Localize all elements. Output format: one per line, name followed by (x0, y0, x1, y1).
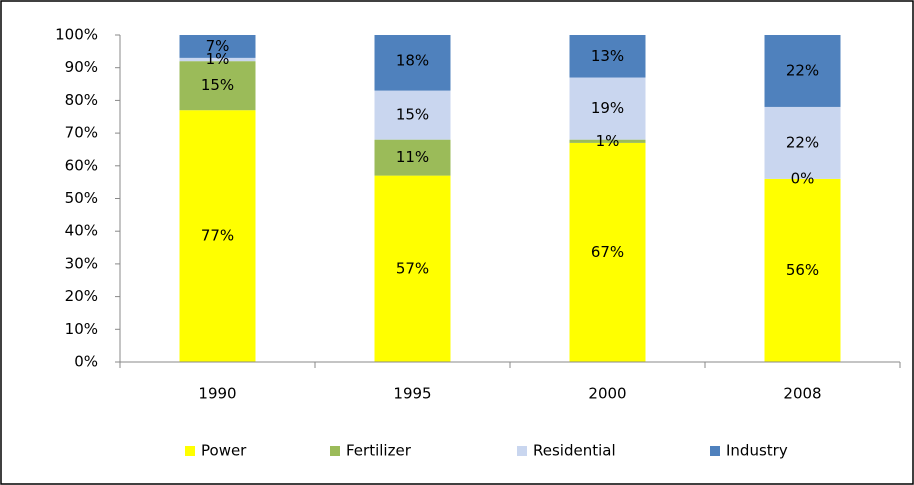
bar-segment (764, 106, 841, 179)
bar-segment (179, 57, 256, 62)
data-label: 22% (786, 133, 819, 151)
data-label: 1% (596, 132, 620, 150)
y-tick-label: 30% (65, 254, 98, 272)
data-label: 19% (591, 99, 624, 117)
data-label: 77% (201, 227, 234, 245)
bar-segment (179, 35, 256, 58)
legend-swatch (517, 446, 527, 456)
y-tick-label: 100% (55, 26, 98, 44)
bars (179, 35, 841, 362)
x-tick-label: 2008 (783, 385, 821, 403)
y-tick-label: 70% (65, 124, 98, 142)
y-tick-label: 10% (65, 320, 98, 338)
bar-segment (179, 110, 256, 362)
data-label: 67% (591, 243, 624, 261)
data-label: 56% (786, 261, 819, 279)
x-tick-label: 1990 (198, 385, 236, 403)
bar-segment (179, 61, 256, 111)
legend-label: Fertilizer (346, 442, 412, 460)
bar-segment (569, 35, 646, 78)
legend-swatch (710, 446, 720, 456)
data-label: 57% (396, 259, 429, 277)
legend-swatch (330, 446, 340, 456)
data-label: 15% (396, 106, 429, 124)
bar-segment (374, 35, 451, 91)
data-label: 0% (791, 169, 815, 187)
bar-segment (374, 175, 451, 362)
legend-label: Industry (726, 442, 788, 460)
y-tick-label: 90% (65, 58, 98, 76)
legend-label: Power (201, 442, 247, 460)
y-tick-label: 20% (65, 287, 98, 305)
legend-swatch (185, 446, 195, 456)
legend-label: Residential (533, 442, 616, 460)
bar-segment (764, 35, 841, 107)
bar-segment (569, 142, 646, 362)
bar-segment (374, 139, 451, 176)
x-tick-label: 1995 (393, 385, 431, 403)
x-tick-label: 2000 (588, 385, 626, 403)
data-label: 13% (591, 47, 624, 65)
data-label: 1% (206, 50, 230, 68)
bar-segment (569, 77, 646, 140)
y-tick-label: 80% (65, 91, 98, 109)
bar-segment (374, 90, 451, 140)
y-tick-label: 60% (65, 156, 98, 174)
data-label: 15% (201, 76, 234, 94)
bar-segment (569, 139, 646, 143)
data-label: 18% (396, 52, 429, 70)
y-tick-label: 40% (65, 222, 98, 240)
y-tick-label: 0% (74, 353, 98, 371)
data-label: 11% (396, 148, 429, 166)
y-tick-label: 50% (65, 189, 98, 207)
bar-segment (764, 178, 841, 362)
data-label: 7% (206, 37, 230, 55)
data-label: 22% (786, 61, 819, 79)
